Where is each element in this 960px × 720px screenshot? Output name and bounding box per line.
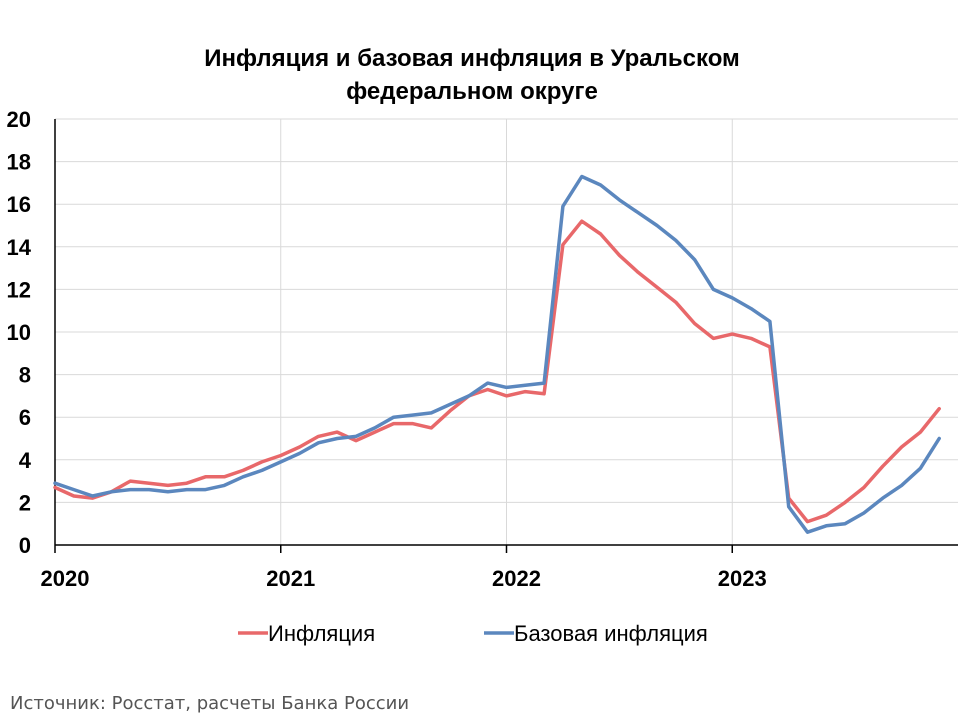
y-tick-label: 6 (19, 405, 31, 430)
legend-label-1: Инфляция (268, 621, 375, 646)
y-tick-label: 4 (19, 448, 32, 473)
series-lines (53, 174, 941, 534)
chart-title-line-1: Инфляция и базовая инфляция в Уральском (204, 45, 740, 72)
x-tick-label: 2023 (718, 566, 767, 591)
y-tick-label: 8 (19, 363, 31, 388)
y-tick-label: 20 (7, 107, 31, 132)
y-tick-label: 18 (7, 150, 31, 175)
series-line-1 (53, 219, 941, 524)
y-tick-label: 14 (7, 235, 32, 260)
legend: Инфляция Базовая инфляция (238, 621, 708, 646)
source-note: Источник: Росстат, расчеты Банка России (10, 693, 410, 714)
y-tick-label: 0 (19, 533, 31, 558)
chart-title-line-2: федеральном округе (346, 78, 598, 105)
x-tick-label: 2020 (41, 566, 90, 591)
x-tick-label: 2022 (492, 566, 541, 591)
y-tick-label: 16 (7, 192, 31, 217)
legend-label-2: Базовая инфляция (514, 621, 708, 646)
x-tick-label: 2021 (266, 566, 315, 591)
y-tick-label: 10 (7, 320, 31, 345)
y-tick-label: 2 (19, 490, 31, 515)
grid (55, 118, 958, 545)
series-line-2 (53, 174, 941, 534)
y-tick-label: 12 (7, 277, 31, 302)
